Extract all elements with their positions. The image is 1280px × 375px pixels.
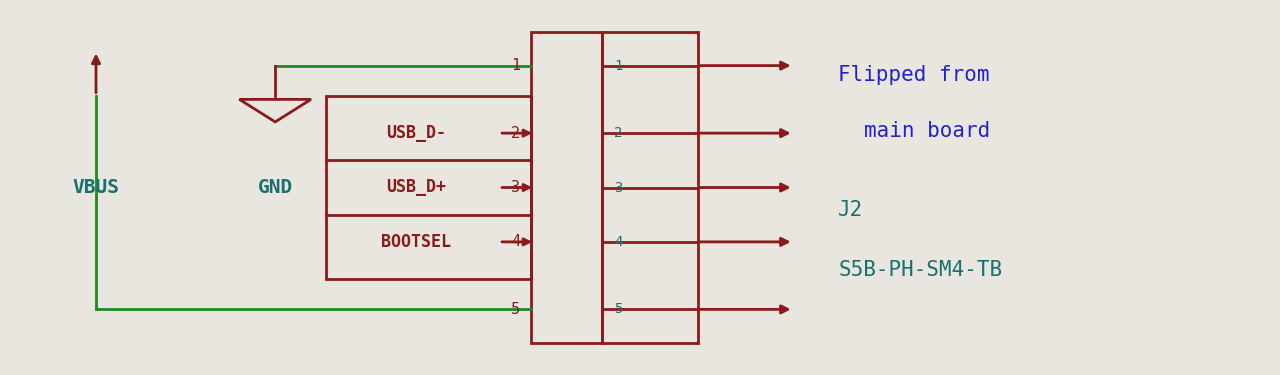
Text: 4: 4: [614, 235, 622, 249]
Text: USB_D-: USB_D-: [387, 124, 445, 142]
Text: 2: 2: [614, 126, 622, 140]
Text: 2: 2: [511, 126, 521, 141]
Text: 5: 5: [614, 302, 622, 316]
Text: Flipped from: Flipped from: [838, 65, 989, 85]
Text: 3: 3: [614, 180, 622, 195]
Text: main board: main board: [864, 121, 991, 141]
Text: 5: 5: [511, 302, 521, 317]
Text: BOOTSEL: BOOTSEL: [381, 233, 451, 251]
Text: 4: 4: [511, 234, 521, 249]
Text: VBUS: VBUS: [73, 178, 119, 197]
Text: USB_D+: USB_D+: [387, 178, 445, 196]
Text: 1: 1: [614, 58, 622, 73]
Bar: [602, 32, 698, 343]
Text: 1: 1: [511, 58, 521, 73]
Text: 3: 3: [511, 180, 521, 195]
Bar: [326, 96, 531, 279]
Text: GND: GND: [257, 178, 293, 197]
Text: S5B-PH-SM4-TB: S5B-PH-SM4-TB: [838, 260, 1002, 280]
Bar: [531, 32, 602, 343]
Text: J2: J2: [838, 200, 864, 220]
